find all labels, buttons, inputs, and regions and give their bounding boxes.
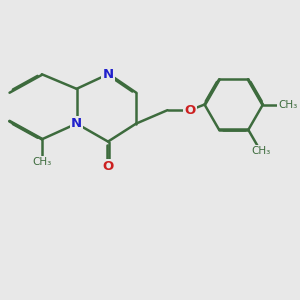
- Text: O: O: [184, 104, 196, 117]
- Text: O: O: [102, 160, 114, 173]
- Text: N: N: [103, 68, 114, 81]
- Text: CH₃: CH₃: [251, 146, 270, 156]
- Text: N: N: [71, 117, 82, 130]
- Text: CH₃: CH₃: [32, 157, 51, 167]
- Text: CH₃: CH₃: [278, 100, 297, 110]
